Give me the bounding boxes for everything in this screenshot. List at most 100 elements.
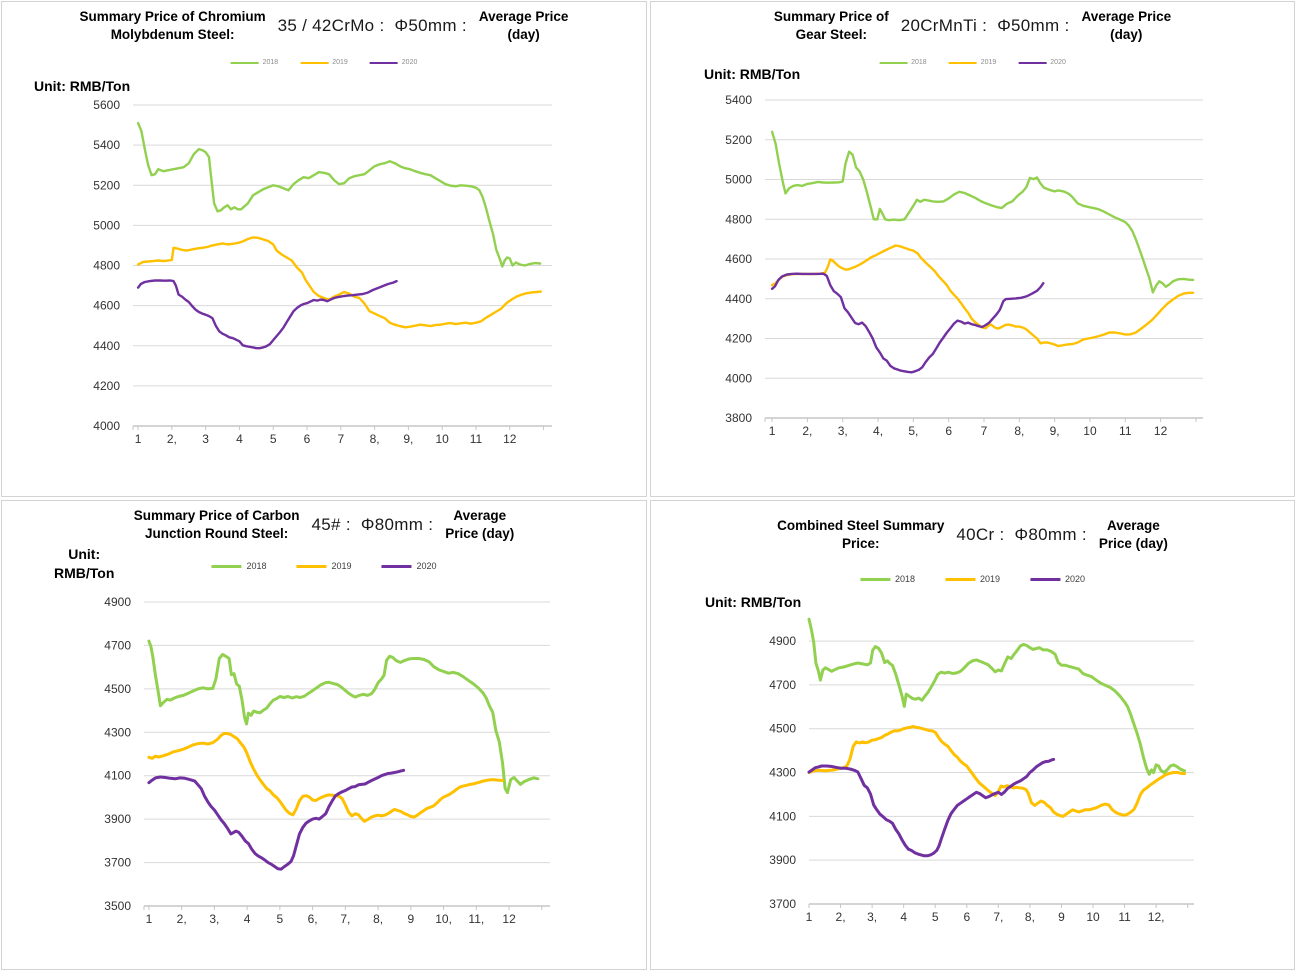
svg-text:4400: 4400 <box>93 339 120 353</box>
svg-text:11: 11 <box>1118 910 1131 924</box>
legend-item-2018: 2018 <box>879 59 927 66</box>
svg-text:3500: 3500 <box>104 899 131 913</box>
svg-text:5000: 5000 <box>725 173 752 187</box>
svg-text:3: 3 <box>202 432 209 446</box>
svg-text:9: 9 <box>1058 910 1065 924</box>
legend-item-2020: 2020 <box>1018 59 1066 66</box>
svg-text:6: 6 <box>304 432 311 446</box>
unit-label: Unit: RMB/Ton <box>34 78 131 94</box>
svg-text:12: 12 <box>502 912 516 926</box>
svg-text:5200: 5200 <box>725 133 752 147</box>
legend-item-2019: 2019 <box>944 574 1000 584</box>
price-line-chart: 3500 3700 3900 4100 4300 4500 4700 4900 1 2, 3, 4 5 6… <box>104 595 550 926</box>
svg-text:7: 7 <box>981 424 988 438</box>
legend-swatch-2019 <box>296 564 327 568</box>
svg-text:4200: 4200 <box>93 379 120 393</box>
svg-text:9: 9 <box>408 912 415 926</box>
svg-text:11: 11 <box>470 432 483 446</box>
svg-text:8,: 8, <box>1025 910 1035 924</box>
svg-text:4300: 4300 <box>104 725 131 739</box>
chart-panel-gear-steel: Summary Price of Gear Steel: 20CrMnTi : … <box>650 1 1295 497</box>
svg-text:5400: 5400 <box>93 138 120 152</box>
svg-text:11: 11 <box>1119 424 1132 438</box>
legend-swatch-2019 <box>948 61 977 64</box>
price-line-chart: 3800 4000 4200 4400 4600 4800 5000 5200 5400 1 2, 3… <box>725 93 1203 438</box>
svg-text:2,: 2, <box>177 912 187 926</box>
legend-label: 2018 <box>894 574 915 584</box>
svg-text:4: 4 <box>236 432 243 446</box>
svg-text:1: 1 <box>135 432 142 446</box>
svg-text:3900: 3900 <box>769 853 796 867</box>
legend-swatch-2018 <box>879 61 908 64</box>
legend-swatch-2020 <box>381 564 412 568</box>
chart-panel-chromium-molybdenum: Summary Price of Chromium Molybdenum Ste… <box>1 1 647 497</box>
svg-text:4700: 4700 <box>104 638 131 652</box>
svg-text:4500: 4500 <box>769 722 796 736</box>
legend: 2018 2019 2020 <box>211 561 437 571</box>
legend-label: 2019 <box>332 59 348 66</box>
svg-text:8,: 8, <box>1014 424 1024 438</box>
legend: 2018 2019 2020 <box>879 59 1066 66</box>
legend: 2018 2019 2020 <box>859 574 1085 584</box>
legend-swatch-2019 <box>300 61 329 64</box>
svg-text:6: 6 <box>963 910 970 924</box>
price-line-chart: 4000 4200 4400 4600 4800 5000 5200 5400 5600 1 2, 3… <box>93 98 552 446</box>
svg-text:7,: 7, <box>340 912 350 926</box>
legend-item-2018: 2018 <box>211 561 266 571</box>
legend-label: 2018 <box>262 59 279 66</box>
svg-text:6: 6 <box>945 424 952 438</box>
svg-text:3,: 3, <box>838 424 848 438</box>
svg-text:6,: 6, <box>308 912 318 926</box>
svg-text:12: 12 <box>503 432 517 446</box>
svg-text:1: 1 <box>806 910 813 924</box>
svg-text:4: 4 <box>900 910 907 924</box>
svg-text:4000: 4000 <box>93 419 120 433</box>
legend-swatch-2020 <box>1030 577 1061 581</box>
legend-swatch-2019 <box>944 577 975 581</box>
svg-text:4500: 4500 <box>104 682 131 696</box>
svg-text:5: 5 <box>277 912 284 926</box>
legend-label: 2018 <box>911 59 927 66</box>
legend-item-2020: 2020 <box>381 561 437 571</box>
svg-text:12: 12 <box>1154 424 1168 438</box>
svg-text:7: 7 <box>337 432 344 446</box>
legend-label: 2020 <box>416 561 437 571</box>
unit-label: Unit: RMB/Ton <box>705 594 802 610</box>
svg-text:4400: 4400 <box>725 292 752 306</box>
svg-text:2,: 2, <box>167 432 177 446</box>
legend-item-2018: 2018 <box>859 574 915 584</box>
svg-text:8,: 8, <box>370 432 380 446</box>
svg-text:10,: 10, <box>435 912 452 926</box>
legend-label: 2019 <box>331 561 352 571</box>
svg-text:4600: 4600 <box>725 252 752 266</box>
svg-text:5400: 5400 <box>725 93 752 107</box>
svg-text:9,: 9, <box>1050 424 1060 438</box>
svg-text:4200: 4200 <box>725 332 752 346</box>
svg-text:3700: 3700 <box>104 856 131 870</box>
svg-text:9,: 9, <box>403 432 413 446</box>
legend-label: 2020 <box>401 59 418 66</box>
svg-text:7,: 7, <box>993 910 1003 924</box>
svg-text:4900: 4900 <box>104 595 131 609</box>
legend-item-2019: 2019 <box>948 59 997 66</box>
svg-text:10: 10 <box>1083 424 1097 438</box>
legend-item-2020: 2020 <box>369 59 418 66</box>
legend: 2018 2019 2020 <box>230 59 418 66</box>
unit-label: Unit: RMB/Ton <box>54 546 115 581</box>
svg-text:3700: 3700 <box>769 897 796 911</box>
svg-text:3800: 3800 <box>725 411 752 425</box>
legend-swatch-2018 <box>230 61 259 64</box>
legend-item-2019: 2019 <box>296 561 352 571</box>
svg-text:5600: 5600 <box>93 98 120 112</box>
legend-swatch-2018 <box>211 564 242 568</box>
legend-label: 2019 <box>980 59 997 66</box>
svg-text:5000: 5000 <box>93 218 120 232</box>
chart-panel-carbon-round-steel: Summary Price of Carbon Junction Round S… <box>1 500 647 970</box>
svg-text:2,: 2, <box>802 424 812 438</box>
svg-text:4300: 4300 <box>769 766 796 780</box>
svg-text:2,: 2, <box>836 910 846 924</box>
legend-item-2019: 2019 <box>300 59 348 66</box>
svg-text:4700: 4700 <box>769 678 796 692</box>
